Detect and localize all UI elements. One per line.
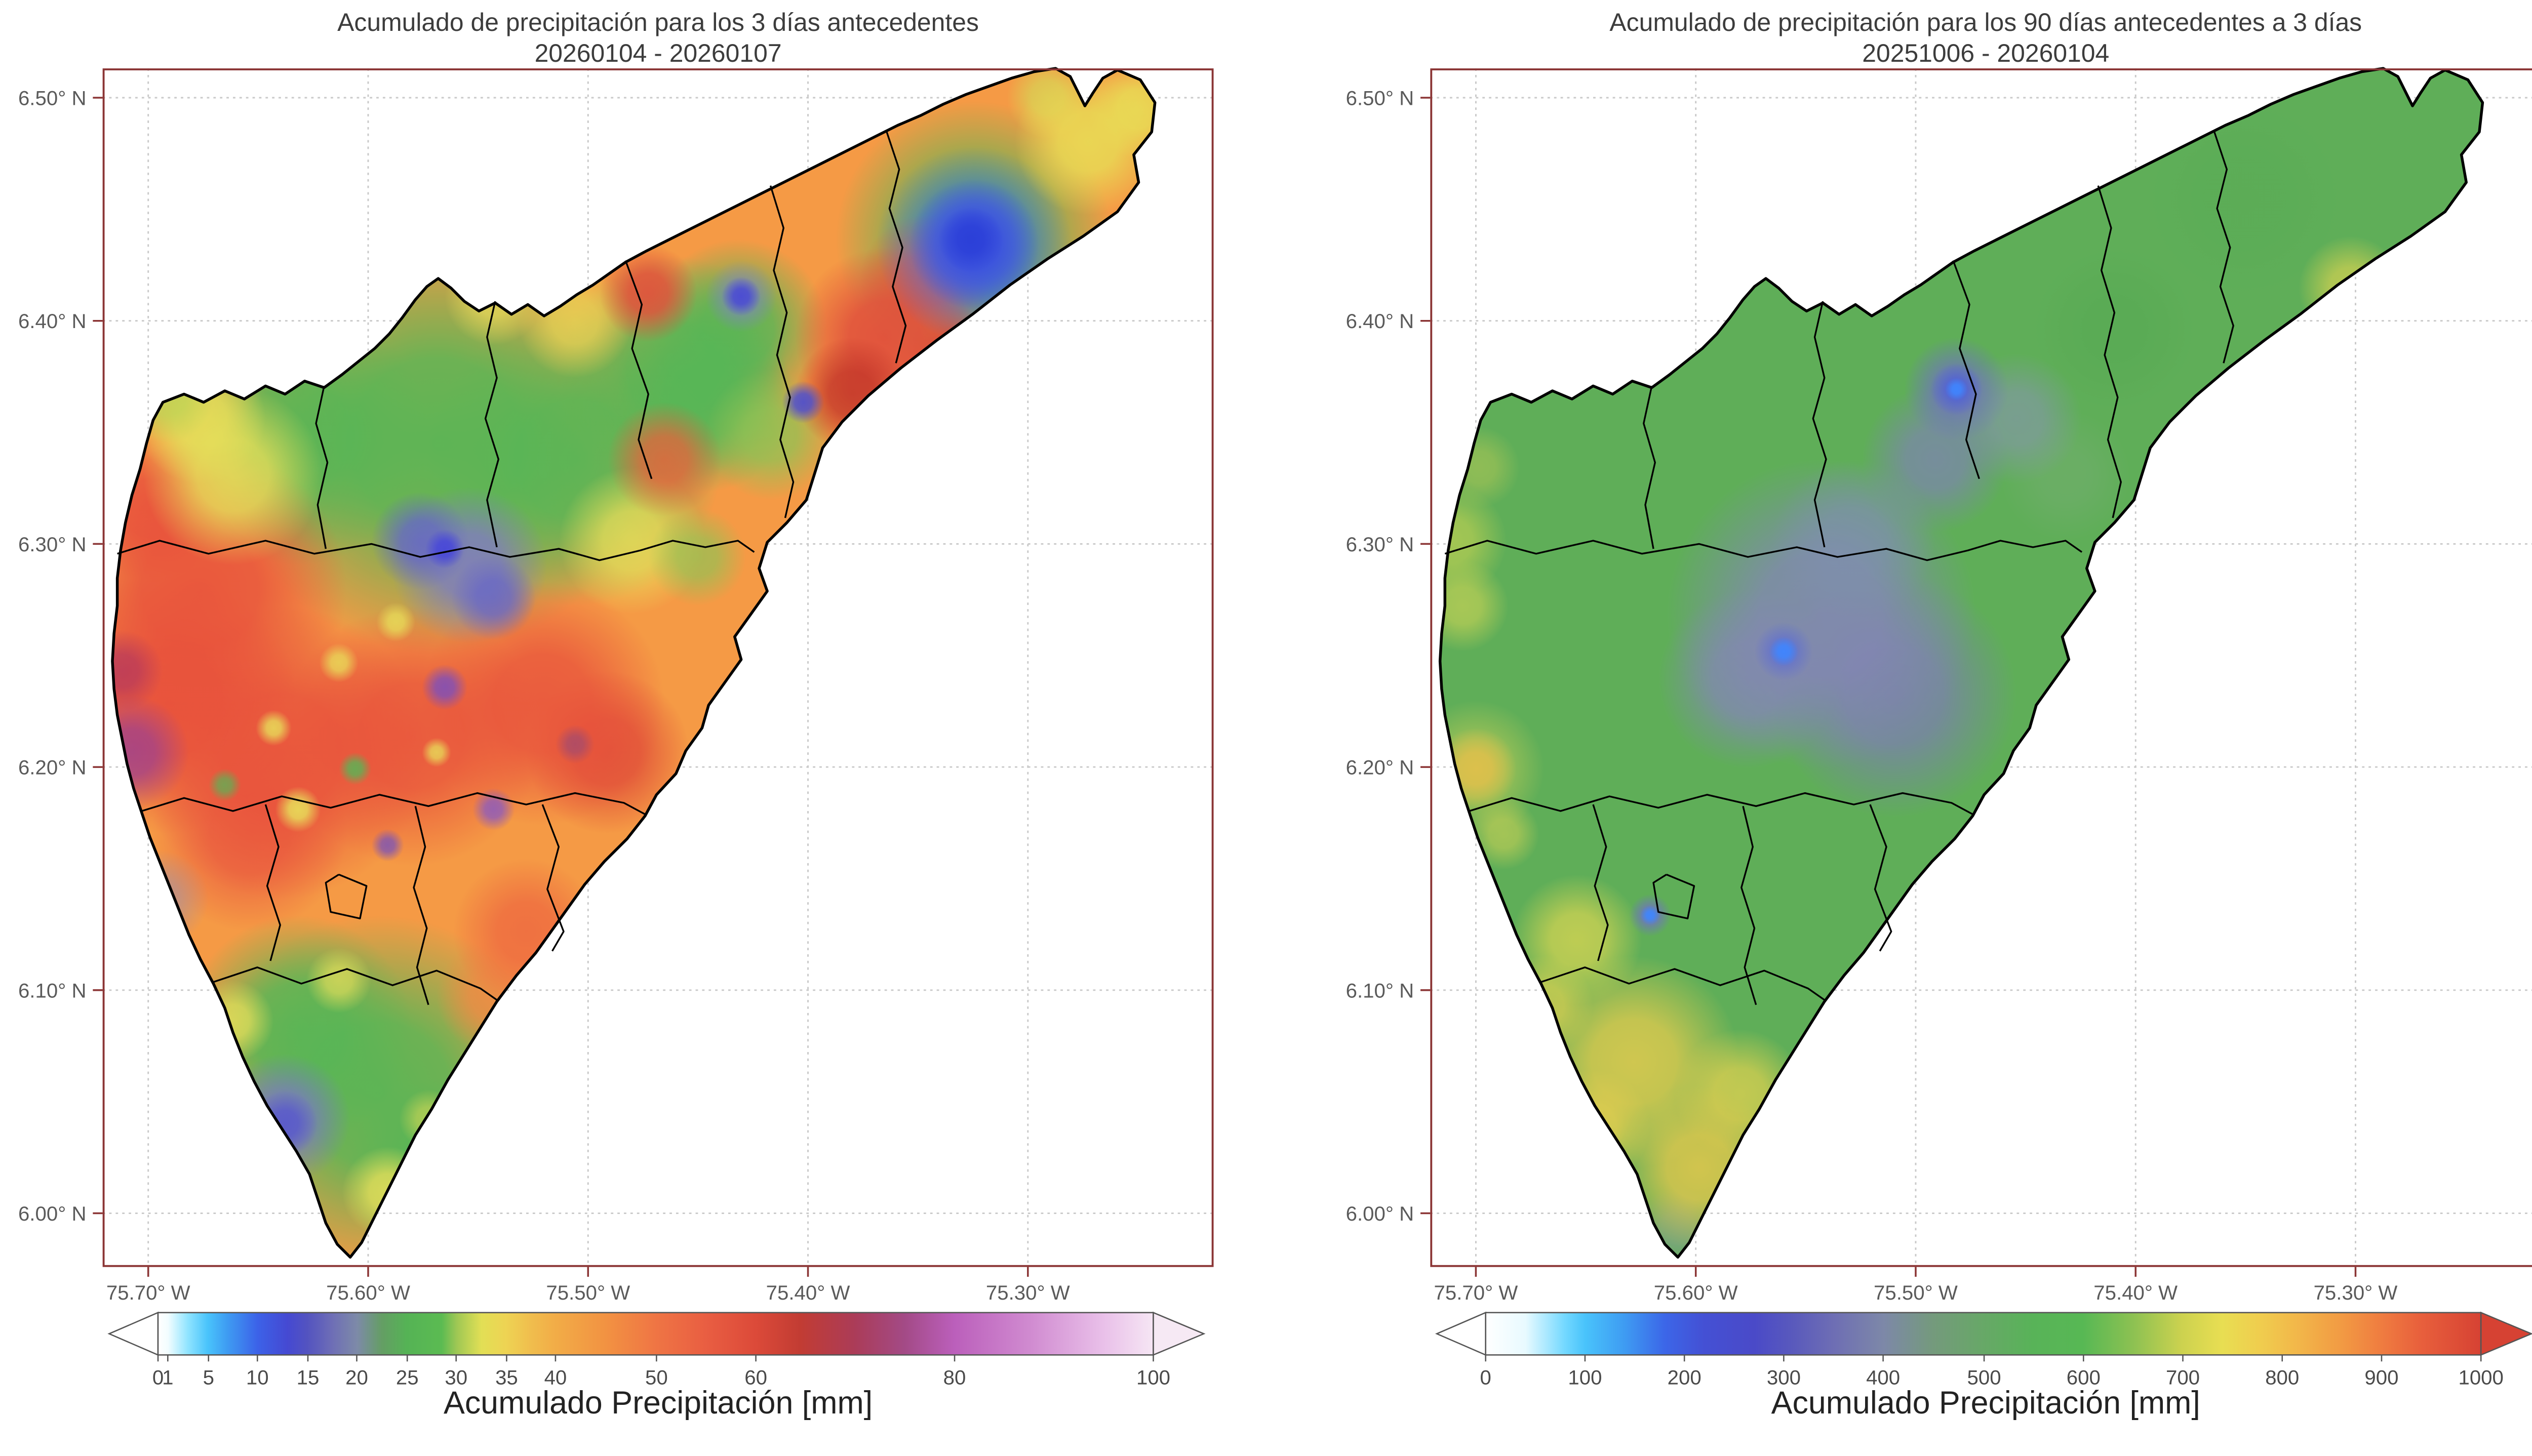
panel-left-subtitle: 20260104 - 20260107 (534, 41, 782, 69)
cb-tick-label: 0 (152, 1366, 164, 1389)
cb-tick-label: 800 (2265, 1366, 2299, 1389)
basin-outline (1438, 67, 2484, 1259)
cb-tick-label: 100 (1136, 1366, 1170, 1389)
y-tick-label: 6.00° N (18, 1202, 87, 1225)
colorbar-right-tick-labels: 0 100 200 300 400 500 600 700 800 900 10… (1480, 1366, 2504, 1389)
y-tick-label: 6.10° N (1346, 979, 1414, 1002)
cb-tick-label: 80 (943, 1366, 966, 1389)
cb-tick-label: 15 (297, 1366, 320, 1389)
x-tick-labels-right: 75.70° W 75.60° W 75.50° W 75.40° W 75.3… (1434, 1281, 2398, 1304)
x-tick-label: 75.30° W (2314, 1281, 2398, 1304)
cb-tick-label: 50 (645, 1366, 668, 1389)
cb-tick-label: 200 (1668, 1366, 1702, 1389)
colorbar-over-arrow (1153, 1311, 1206, 1356)
cb-tick-label: 40 (544, 1366, 567, 1389)
y-tick-labels-right: 6.50° N 6.40° N 6.30° N 6.20° N 6.10° N … (1346, 87, 1414, 1225)
colorbar-over-arrow (2480, 1311, 2532, 1356)
cb-tick-label: 500 (1967, 1366, 2001, 1389)
cb-tick-label: 300 (1767, 1366, 1801, 1389)
y-tick-label: 6.30° N (1346, 533, 1414, 556)
tick-marks-left (93, 97, 1029, 1277)
y-tick-label: 6.40° N (18, 310, 87, 333)
panel-right: Acumulado de precipitación para los 90 d… (1328, 0, 2532, 1456)
x-tick-label: 75.60° W (1654, 1281, 1738, 1304)
x-tick-label: 75.50° W (546, 1281, 630, 1304)
y-tick-label: 6.10° N (18, 979, 87, 1002)
y-tick-label: 6.20° N (18, 756, 87, 779)
colorbar-left-ticks (157, 1355, 1154, 1362)
x-tick-label: 75.30° W (986, 1281, 1070, 1304)
cb-tick-label: 10 (246, 1366, 269, 1389)
plot-axes-right: 75.70° W 75.60° W 75.50° W 75.40° W 75.3… (1346, 68, 2532, 1304)
x-tick-label: 75.40° W (766, 1281, 850, 1304)
cb-tick-label: 1 (162, 1366, 173, 1389)
x-tick-label: 75.50° W (1874, 1281, 1958, 1304)
colorbar-bar (1485, 1312, 2482, 1356)
panel-right-subtitle: 20251006 - 20260104 (1862, 41, 2110, 69)
panel-left: Acumulado de precipitación para los 3 dí… (18, 10, 1214, 1422)
cb-tick-label: 100 (1568, 1366, 1602, 1389)
panel-right-title: Acumulado de precipitación para los 90 d… (1609, 10, 2362, 37)
y-tick-label: 6.30° N (18, 533, 87, 556)
cb-tick-label: 20 (345, 1366, 368, 1389)
cb-tick-label: 5 (203, 1366, 214, 1389)
x-tick-label: 75.70° W (1434, 1281, 1518, 1304)
municipal-borders (1444, 129, 2234, 1006)
map-overlay-right (1430, 67, 2532, 1267)
plot-frame-right (1430, 68, 2532, 1267)
colorbar-bar (157, 1312, 1154, 1356)
x-tick-label: 75.70° W (106, 1281, 190, 1304)
cb-tick-label: 30 (445, 1366, 467, 1389)
y-tick-label: 6.40° N (1346, 310, 1414, 333)
cb-tick-label: 900 (2364, 1366, 2398, 1389)
y-tick-label: 6.00° N (1346, 1202, 1414, 1225)
y-tick-labels-left: 6.50° N 6.40° N 6.30° N 6.20° N 6.10° N … (18, 87, 87, 1225)
cb-tick-label: 700 (2166, 1366, 2200, 1389)
colorbar-right-ticks (1485, 1355, 2482, 1362)
basin-outline (111, 67, 1157, 1259)
panel-left-title: Acumulado de precipitación para los 3 dí… (337, 10, 979, 37)
cb-tick-label: 0 (1480, 1366, 1491, 1389)
cb-tick-label: 600 (2067, 1366, 2101, 1389)
cb-tick-label: 35 (495, 1366, 518, 1389)
x-tick-labels-left: 75.70° W 75.60° W 75.50° W 75.40° W 75.3… (106, 1281, 1070, 1304)
colorbar-right-label: Acumulado Precipitación [mm] (1771, 1386, 2200, 1422)
colorbar-under-arrow (1435, 1311, 1487, 1356)
municipal-borders (117, 130, 907, 1005)
cb-tick-label: 1000 (2458, 1366, 2503, 1389)
cb-tick-label: 400 (1866, 1366, 1900, 1389)
cb-tick-label: 25 (396, 1366, 419, 1389)
x-tick-label: 75.40° W (2093, 1281, 2178, 1304)
y-tick-label: 6.20° N (1346, 756, 1414, 779)
colorbar-left-tick-labels: 0 1 5 10 15 20 25 30 35 40 50 60 80 100 (152, 1366, 1170, 1389)
colorbar-right: 0 100 200 300 400 500 600 700 800 900 10… (1435, 1311, 2532, 1389)
colorbar-left-label: Acumulado Precipitación [mm] (443, 1386, 873, 1422)
x-tick-label: 75.60° W (326, 1281, 410, 1304)
cb-tick-label: 60 (744, 1366, 767, 1389)
y-tick-label: 6.50° N (1346, 87, 1414, 109)
tick-marks-right (1420, 97, 2357, 1277)
y-tick-label: 6.50° N (18, 87, 87, 109)
colorbar-left: 0 1 5 10 15 20 25 30 35 40 50 60 80 100 (107, 1311, 1206, 1389)
map-overlay-left (102, 67, 1214, 1267)
colorbar-under-arrow (107, 1311, 159, 1356)
plot-frame-left (102, 68, 1214, 1267)
